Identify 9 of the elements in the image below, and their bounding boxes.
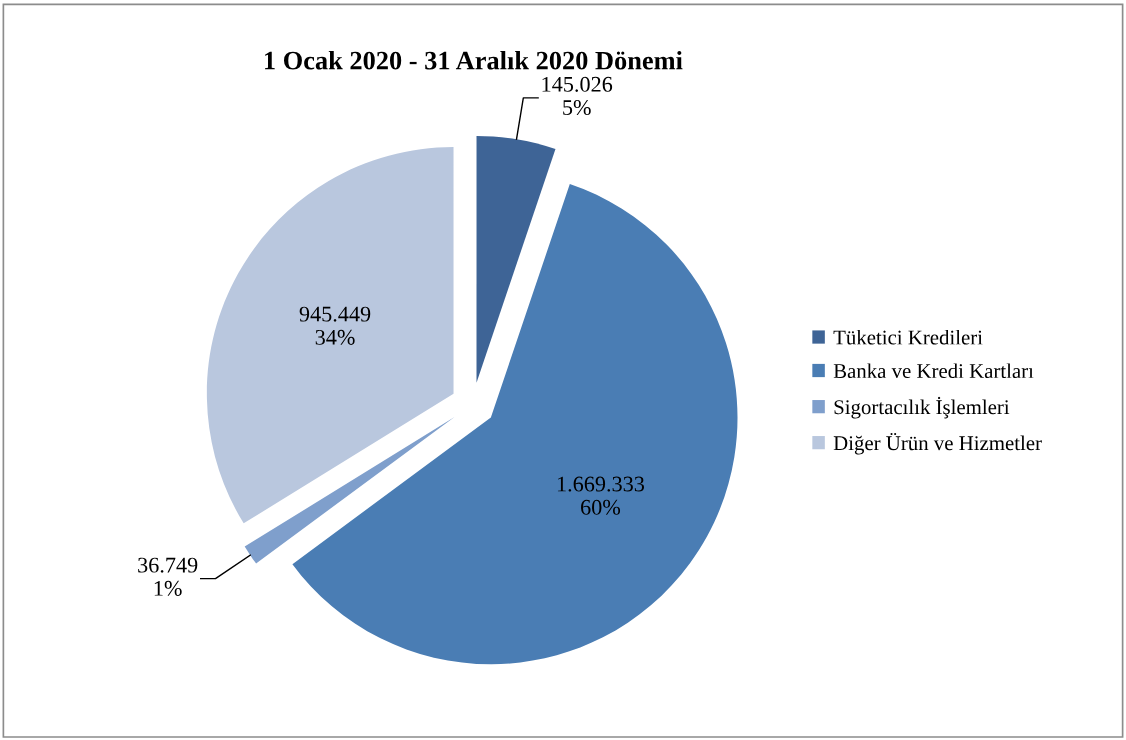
legend-label: Banka ve Kredi Kartları	[833, 363, 1034, 379]
data-label: 945.449 34%	[299, 306, 371, 345]
data-label: 36.749 1%	[138, 557, 198, 596]
data-label: 145.026 5%	[542, 76, 613, 116]
legend-label: Diğer Ürün ve Hizmetler	[833, 433, 1042, 455]
legend-label: Tüketici Kredileri	[833, 329, 983, 345]
data-label: 1.669.333 60%	[557, 476, 645, 515]
chart-title: 1 Ocak 2020 - 31 Aralık 2020 Dönemi	[265, 50, 683, 70]
legend-label: Sigortacılık İşlemleri	[834, 396, 1010, 419]
